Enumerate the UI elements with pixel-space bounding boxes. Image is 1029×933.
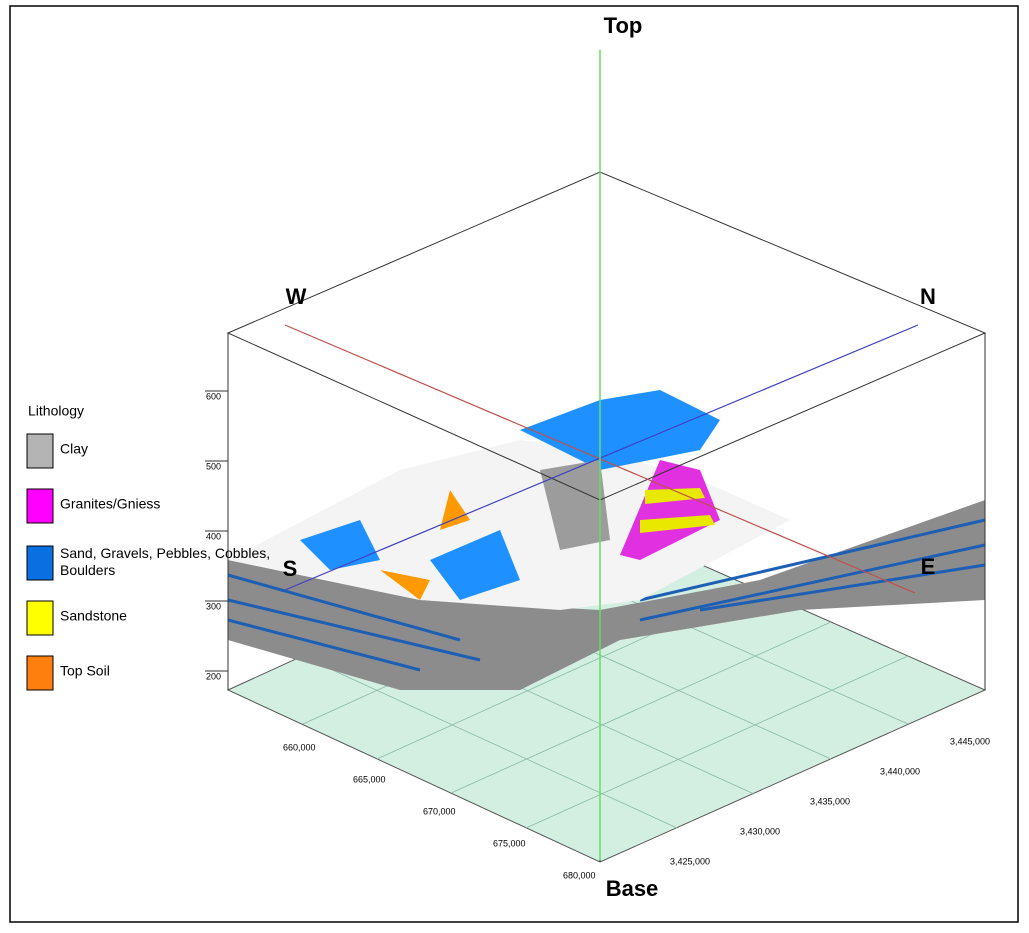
direction-label: E xyxy=(921,554,936,579)
elevation-tick-label: 400 xyxy=(206,531,221,541)
direction-label: Top xyxy=(604,13,643,38)
legend-swatch xyxy=(26,655,54,691)
legend-label: Sand, Gravels, Pebbles, Cobbles, Boulders xyxy=(60,545,270,578)
easting-tick-label: 680,000 xyxy=(563,870,596,880)
northing-tick-label: 3,425,000 xyxy=(670,856,710,866)
easting-tick-label: 665,000 xyxy=(353,774,386,784)
elevation-tick-label: 500 xyxy=(206,461,221,471)
direction-label: Base xyxy=(606,876,659,901)
northing-tick-label: 3,435,000 xyxy=(810,796,850,806)
legend-label: Granites/Gniess xyxy=(60,496,160,512)
northing-tick-label: 3,445,000 xyxy=(950,736,990,746)
easting-tick-label: 675,000 xyxy=(493,838,526,848)
legend-swatch xyxy=(26,545,54,581)
legend-swatch xyxy=(26,600,54,636)
legend-swatch xyxy=(26,433,54,469)
legend-label: Clay xyxy=(60,441,88,457)
direction-label: N xyxy=(920,284,936,309)
legend-label: Top Soil xyxy=(60,663,110,679)
elevation-tick-label: 300 xyxy=(206,601,221,611)
northing-tick-label: 3,440,000 xyxy=(880,766,920,776)
easting-tick-label: 670,000 xyxy=(423,806,456,816)
elevation-tick-label: 600 xyxy=(206,391,221,401)
direction-label: W xyxy=(286,284,307,309)
northing-tick-label: 3,430,000 xyxy=(740,826,780,836)
elevation-tick-label: 200 xyxy=(206,671,221,681)
easting-tick-label: 660,000 xyxy=(283,742,316,752)
legend-swatch xyxy=(26,488,54,524)
direction-label: S xyxy=(283,556,298,581)
south-north-axis xyxy=(284,324,919,591)
dynamic-layer: Clay Granites/Gniess Sand, Gravels, Pebble… xyxy=(26,390,990,880)
legend-label: Sandstone xyxy=(60,608,127,624)
geology-model xyxy=(227,390,986,690)
legend-title: Lithology xyxy=(28,403,84,419)
